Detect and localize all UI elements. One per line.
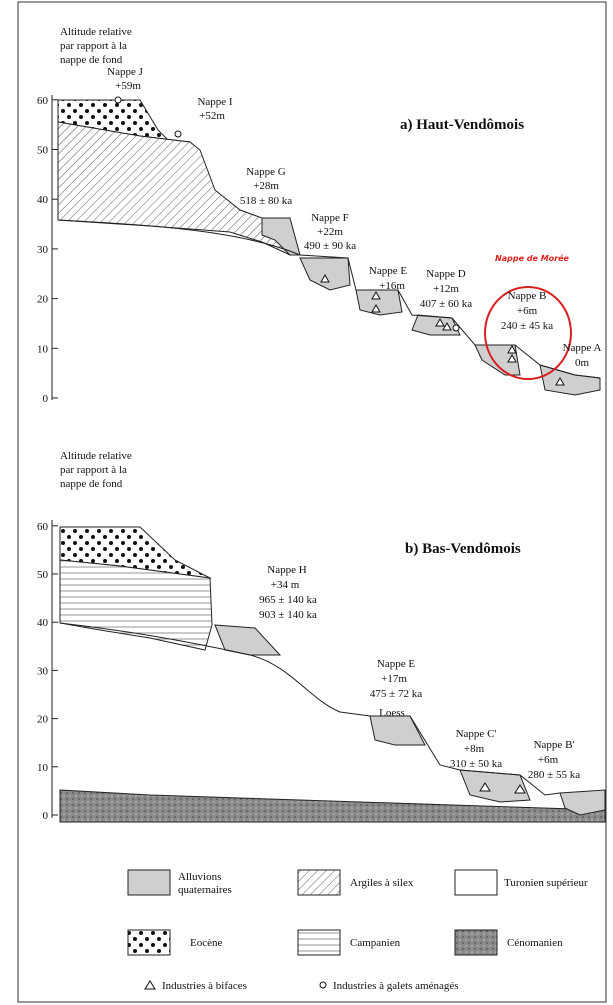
legend-swatch bbox=[298, 870, 340, 895]
legend-label: Turonien supérieur bbox=[504, 877, 588, 889]
terrace-name: Nappe B bbox=[508, 290, 547, 302]
y-tick-label: 0 bbox=[43, 810, 49, 822]
terrace-name: Nappe E bbox=[369, 265, 407, 277]
loess-label: Loess bbox=[379, 707, 405, 719]
y-tick-label: 20 bbox=[37, 714, 49, 726]
legend-label: Argiles à silex bbox=[350, 877, 414, 889]
legend-swatch bbox=[298, 930, 340, 955]
terrace-info: +12m bbox=[433, 283, 459, 295]
terrace-info: 310 ± 50 ka bbox=[450, 758, 502, 770]
terrace-info: +16m bbox=[379, 280, 405, 292]
y-tick-label: 0 bbox=[43, 393, 49, 405]
terrace-info: +22m bbox=[317, 226, 343, 238]
terrace-name: Nappe B' bbox=[534, 739, 575, 751]
legend-label: Eocène bbox=[190, 937, 222, 949]
axis-label: par rapport à la bbox=[60, 40, 127, 52]
axis-label: nappe de fond bbox=[60, 478, 123, 490]
terrace-info: +8m bbox=[464, 743, 485, 755]
axis-label: nappe de fond bbox=[60, 54, 123, 66]
panel-b: Altitude relative par rapport à la nappe… bbox=[37, 450, 605, 822]
terrace-info: 240 ± 45 ka bbox=[501, 320, 553, 332]
terrace-name: Nappe I bbox=[197, 96, 232, 108]
terrace-name: Nappe G bbox=[246, 166, 285, 178]
figure: Altitude relative par rapport à la nappe… bbox=[0, 0, 613, 1005]
legend-label: Alluvions bbox=[178, 871, 221, 883]
legend-label: Cénomanien bbox=[507, 937, 563, 949]
legend-label: Campanien bbox=[350, 937, 401, 949]
terrace-info: 518 ± 80 ka bbox=[240, 195, 292, 207]
y-tick-label: 30 bbox=[37, 665, 49, 677]
legend-swatch bbox=[128, 870, 170, 895]
terrace-info: +17m bbox=[381, 673, 407, 685]
panel-a: Altitude relative par rapport à la nappe… bbox=[37, 26, 601, 405]
y-tick-label: 40 bbox=[37, 617, 49, 629]
terrace-info: 475 ± 72 ka bbox=[370, 688, 422, 700]
symbol-circle bbox=[320, 982, 326, 988]
terrace-info: +34 m bbox=[271, 579, 300, 591]
legend-swatch bbox=[128, 930, 170, 955]
axis-label: par rapport à la bbox=[60, 464, 127, 476]
terrace-name: Nappe A bbox=[563, 342, 602, 354]
y-tick-label: 10 bbox=[37, 762, 49, 774]
terrace-info: 965 ± 140 ka bbox=[259, 594, 317, 606]
terrace-info: 490 ± 90 ka bbox=[304, 240, 356, 252]
terrace-name: Nappe J bbox=[107, 66, 143, 78]
terrace-info: +59m bbox=[115, 80, 141, 92]
terrace-name: Nappe D bbox=[426, 268, 465, 280]
terrace-name: Nappe E bbox=[377, 658, 415, 670]
y-tick-label: 50 bbox=[37, 569, 49, 581]
terrace-info: 407 ± 60 ka bbox=[420, 298, 472, 310]
terrace-info: 0m bbox=[575, 357, 590, 369]
axis-label: Altitude relative bbox=[60, 26, 132, 38]
legend-swatch bbox=[455, 930, 497, 955]
y-tick-label: 60 bbox=[37, 95, 49, 107]
y-tick-label: 10 bbox=[37, 343, 49, 355]
terrace-info: +28m bbox=[253, 180, 279, 192]
legend-label: quaternaires bbox=[178, 884, 232, 896]
y-tick-label: 40 bbox=[37, 194, 49, 206]
y-tick-label: 20 bbox=[37, 294, 49, 306]
legend-swatch bbox=[455, 870, 497, 895]
panel-title: b) Bas-Vendômois bbox=[405, 541, 521, 557]
symbol-label: Industries à bifaces bbox=[162, 980, 247, 992]
terrace-info: 903 ± 140 ka bbox=[259, 609, 317, 621]
axis-label: Altitude relative bbox=[60, 450, 132, 462]
terrace-name: Nappe F bbox=[311, 212, 349, 224]
terrace-name: Nappe H bbox=[267, 564, 306, 576]
y-tick-label: 30 bbox=[37, 244, 49, 256]
terrace-info: +6m bbox=[538, 754, 559, 766]
terrace-info: 280 ± 55 ka bbox=[528, 769, 580, 781]
symbol-triangle bbox=[145, 981, 155, 989]
symbol-label: Industries à galets aménagés bbox=[333, 980, 459, 992]
terrace-info: +52m bbox=[199, 110, 225, 122]
legend: Alluvions quaternaires Argiles à silex T… bbox=[128, 870, 588, 992]
alluvions bbox=[215, 625, 605, 815]
terrace-name: Nappe C' bbox=[456, 728, 497, 740]
y-tick-label: 60 bbox=[37, 521, 49, 533]
terrace-info: +6m bbox=[517, 305, 538, 317]
annotation: Nappe de Morée bbox=[495, 253, 570, 263]
y-tick-label: 50 bbox=[37, 145, 49, 157]
panel-title: a) Haut-Vendômois bbox=[400, 117, 524, 133]
